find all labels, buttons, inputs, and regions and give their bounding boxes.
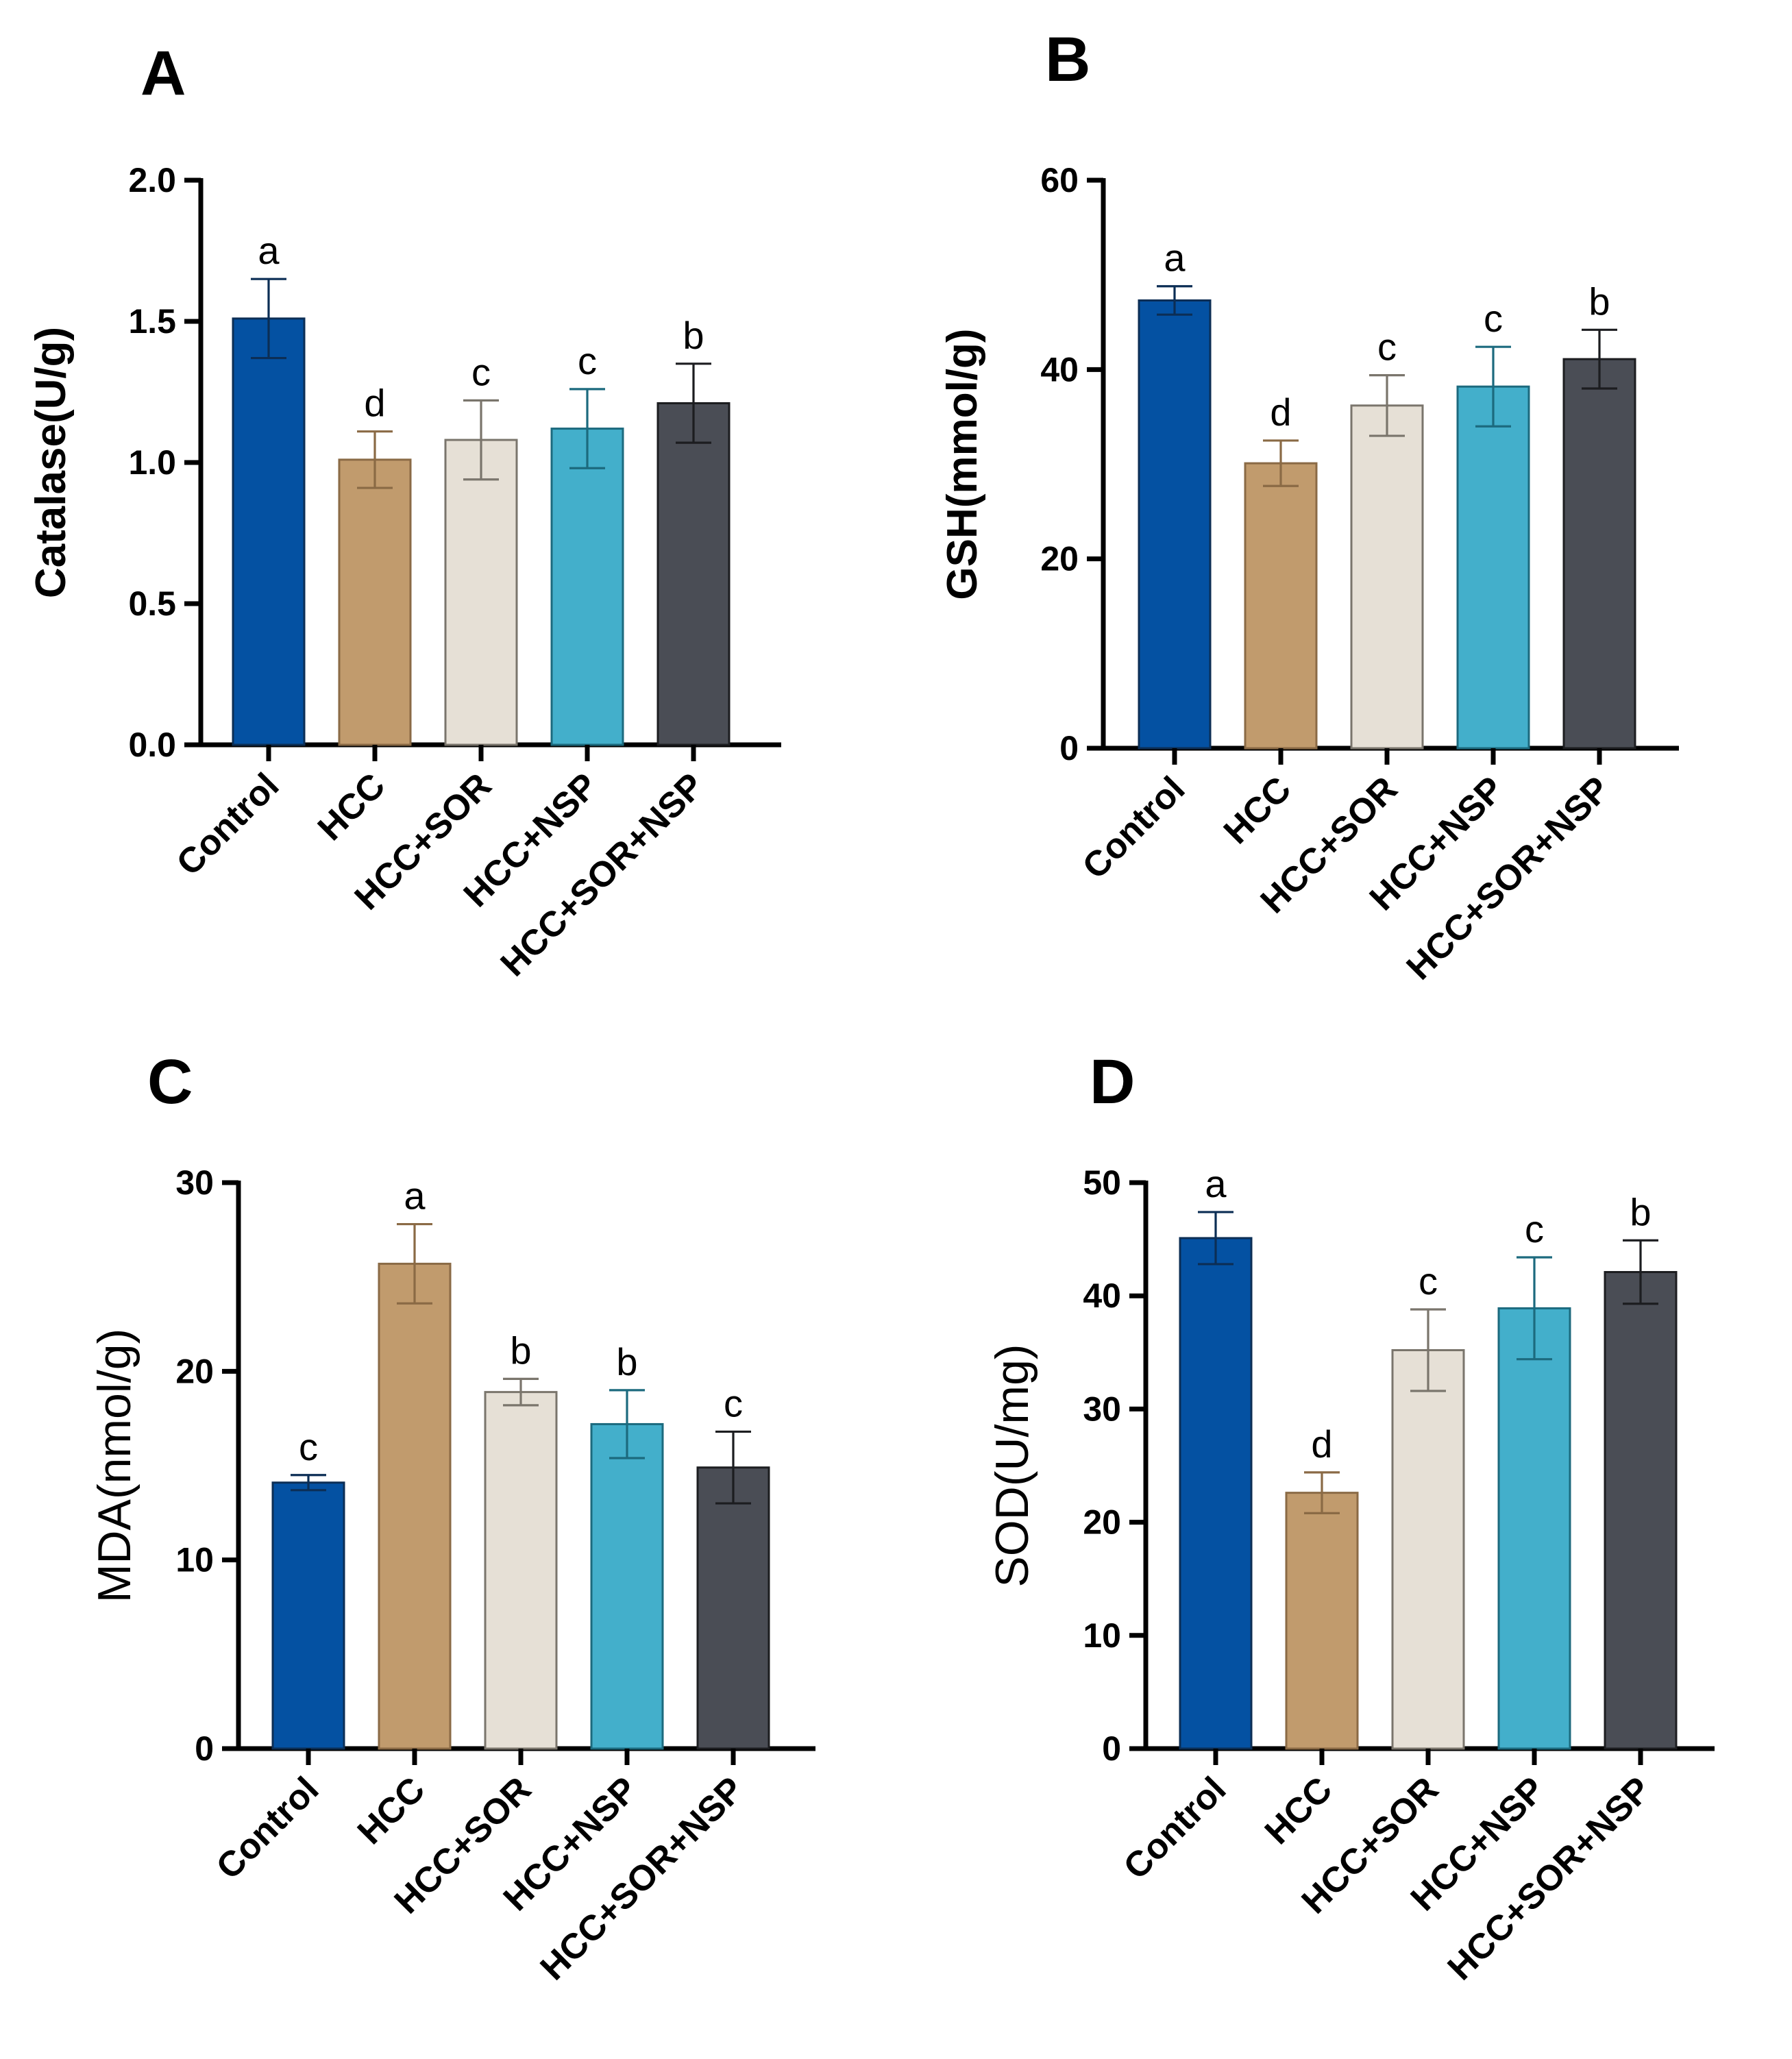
significance-label: c [724, 1381, 743, 1425]
bar-control [271, 1481, 345, 1750]
y-tick-label: 2.0 [128, 161, 176, 199]
significance-label: d [1270, 391, 1291, 434]
y-tick-label: 60 [1040, 161, 1079, 199]
significance-label: a [404, 1174, 426, 1218]
significance-label: c [1484, 297, 1503, 340]
panel-a: A Catalase(U/g) 0.0 0.5 1.0 1.5 2.0 a Control d HC… [27, 38, 781, 984]
y-tick-label: 20 [1040, 540, 1079, 578]
panel-c: CMDA(nmol/g)0102030cControlaHCCbHCC+SORb… [88, 1047, 815, 1988]
x-tick-label: Control [169, 765, 287, 883]
y-tick-label: 0 [195, 1729, 214, 1768]
panel-letter-c: C [147, 1047, 193, 1117]
bar-hcc [338, 458, 412, 746]
x-tick-label: HCC [350, 1769, 433, 1852]
bar-hcc-sor-nsp [656, 402, 731, 746]
significance-label: c [299, 1425, 318, 1468]
y-axis-label: Catalase(U/g) [27, 327, 75, 598]
panel-b: BGSH(mmol/g)0204060aControldHCCcHCC+SORc… [939, 25, 1679, 987]
y-tick-label: 40 [1083, 1277, 1121, 1315]
significance-label: b [683, 314, 704, 357]
y-tick-label: 0 [1102, 1729, 1121, 1768]
x-tick-label: Control [1075, 769, 1193, 887]
y-axis-label: GSH(mmol/g) [939, 328, 986, 600]
significance-label: c [471, 350, 491, 393]
panel-letter-a: A [140, 38, 186, 108]
bar-hcc-sor-nsp [1562, 358, 1636, 750]
bar-hcc-nsp [550, 428, 624, 746]
x-tick-label: HCC+SOR+NSP [493, 765, 712, 984]
significance-label: b [616, 1340, 637, 1383]
significance-label: d [1311, 1422, 1332, 1466]
bar-hcc-nsp [590, 1422, 664, 1750]
x-tick-label: HCC+SOR+NSP [1440, 1769, 1659, 1988]
y-tick-label: 30 [175, 1163, 214, 1202]
significance-label: a [1205, 1162, 1227, 1205]
y-tick-label: 0.5 [128, 584, 176, 623]
bar-hcc [1285, 1492, 1359, 1750]
significance-label: c [1377, 325, 1397, 369]
y-tick-label: 10 [1083, 1616, 1121, 1655]
bar-control [1138, 299, 1212, 750]
significance-label: d [364, 382, 385, 425]
bar-control [232, 317, 306, 746]
y-tick-label: 40 [1040, 350, 1079, 389]
significance-label: c [1419, 1259, 1438, 1303]
significance-label: c [578, 339, 597, 382]
significance-label: b [1588, 280, 1610, 323]
bar-hcc-sor-nsp [696, 1466, 770, 1750]
panel-letter-d: D [1090, 1047, 1135, 1117]
x-tick-label: Control [1116, 1769, 1234, 1887]
y-tick-label: 0 [1059, 729, 1079, 767]
y-tick-label: 10 [175, 1541, 214, 1579]
y-tick-label: 1.0 [128, 443, 176, 482]
x-tick-label: HCC+SOR+NSP [533, 1769, 752, 1988]
bar-hcc-sor [484, 1391, 558, 1750]
x-tick-label: HCC [1257, 1769, 1340, 1852]
x-tick-label: HCC [1216, 769, 1299, 852]
y-tick-label: 20 [175, 1352, 214, 1390]
bar-hcc-sor [1391, 1348, 1465, 1750]
bar-hcc-nsp [1497, 1307, 1571, 1750]
significance-label: a [258, 229, 280, 272]
bar-hcc-sor-nsp [1604, 1271, 1678, 1750]
bar-hcc-sor [444, 439, 518, 746]
y-tick-label: 30 [1083, 1390, 1121, 1428]
bar-hcc-nsp [1456, 385, 1530, 750]
significance-label: b [510, 1329, 531, 1372]
significance-label: b [1630, 1190, 1651, 1233]
panel-letter-b: B [1045, 25, 1090, 95]
x-tick-label: Control [209, 1769, 327, 1887]
x-tick-label: HCC+SOR+NSP [1399, 769, 1618, 987]
panel-d: D SOD(U/mg) 0 10 20 30 40 50 a Control d HCC c HCC+SO… [986, 1047, 1715, 1988]
bar-control [1179, 1237, 1253, 1750]
y-axis-label: MDA(nmol/g) [88, 1329, 140, 1603]
bar-hcc-sor [1350, 404, 1424, 750]
y-tick-label: 50 [1083, 1163, 1121, 1202]
bar-hcc [1244, 462, 1318, 750]
y-axis-label: SOD(U/mg) [986, 1344, 1038, 1587]
significance-label: a [1164, 236, 1186, 280]
x-tick-label: HCC [310, 765, 393, 848]
y-tick-label: 0.0 [128, 726, 176, 764]
bar-hcc [378, 1262, 452, 1750]
y-tick-label: 1.5 [128, 302, 176, 341]
significance-label: c [1525, 1207, 1544, 1250]
y-tick-label: 20 [1083, 1503, 1121, 1542]
